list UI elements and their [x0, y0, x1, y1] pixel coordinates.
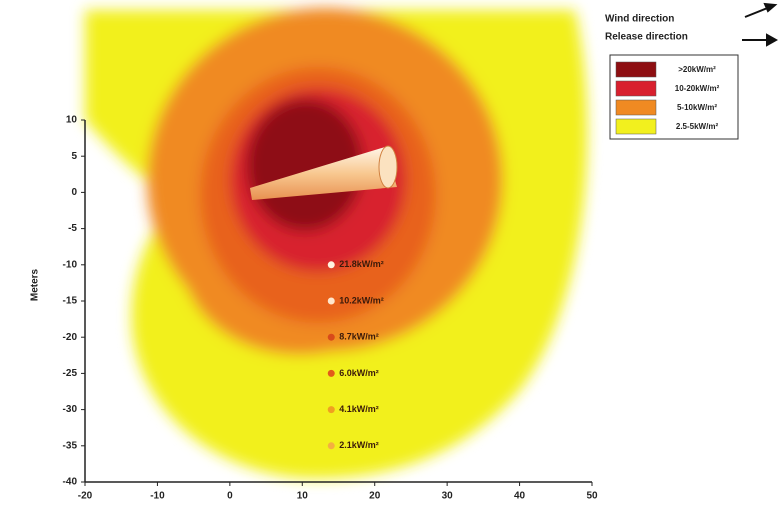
legend-swatch — [616, 119, 656, 134]
point — [328, 298, 335, 305]
point-label: 21.8kW/m² — [339, 259, 384, 269]
point — [328, 442, 335, 449]
x-tick-label: -20 — [78, 491, 93, 502]
x-tick-label: 50 — [586, 491, 598, 502]
release-arrowhead — [767, 35, 776, 45]
release-label: Release direction — [605, 32, 688, 43]
direction-arrows — [742, 4, 776, 45]
legend-swatch — [616, 100, 656, 115]
point-label: 8.7kW/m² — [339, 332, 379, 342]
point-label: 6.0kW/m² — [339, 368, 379, 378]
y-tick-label: -10 — [63, 259, 78, 270]
x-tick-label: 20 — [369, 491, 381, 502]
cone-end — [379, 146, 397, 188]
y-tick-label: -40 — [63, 477, 78, 488]
legend-swatch — [616, 81, 656, 96]
legend-label: 5-10kW/m² — [677, 103, 717, 112]
y-tick-label: 5 — [71, 151, 77, 162]
y-axis-label: Meters — [30, 268, 41, 301]
y-tick-label: 0 — [71, 187, 77, 198]
x-tick-label: 40 — [514, 491, 526, 502]
point — [328, 406, 335, 413]
point — [328, 334, 335, 341]
y-tick-label: -30 — [63, 404, 78, 415]
x-tick-label: 10 — [297, 491, 309, 502]
point-label: 10.2kW/m² — [339, 295, 384, 305]
y-tick-label: -20 — [63, 332, 78, 343]
point — [328, 261, 335, 268]
y-tick-label: -35 — [63, 440, 78, 451]
point-label: 4.1kW/m² — [339, 404, 379, 414]
y-tick-label: -5 — [68, 223, 77, 234]
point — [328, 370, 335, 377]
legend-label: 10-20kW/m² — [675, 84, 720, 93]
x-tick-label: -10 — [150, 491, 165, 502]
wind-arrowhead — [765, 4, 775, 11]
y-tick-label: -15 — [63, 296, 78, 307]
page: {"chart_data": {"type": "scatter", "ylab… — [0, 0, 778, 510]
y-tick-label: -25 — [63, 368, 78, 379]
legend-label: 2.5-5kW/m² — [676, 122, 719, 131]
point-label: 2.1kW/m² — [339, 440, 379, 450]
heat-zones — [85, 8, 587, 478]
x-tick-label: 30 — [442, 491, 454, 502]
wind-label: Wind direction — [605, 14, 674, 25]
legend-swatch — [616, 62, 656, 77]
y-tick-label: 10 — [66, 115, 78, 126]
x-tick-label: 0 — [227, 491, 233, 502]
legend-label: >20kW/m² — [678, 65, 716, 74]
chart: 1050-5-10-15-20-25-30-35-40-20-100102030… — [0, 0, 778, 510]
